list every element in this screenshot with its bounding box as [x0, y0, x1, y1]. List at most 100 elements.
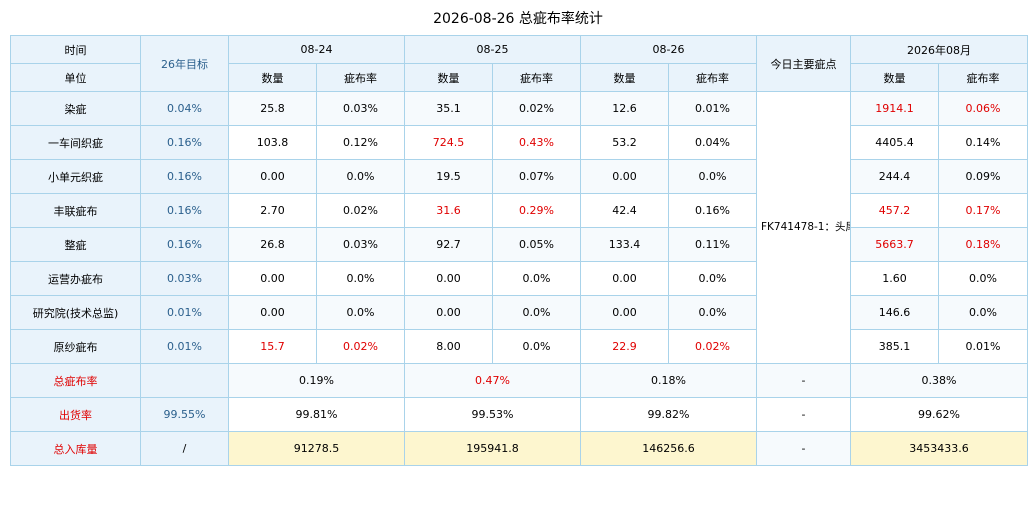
- qty-header: 数量: [404, 63, 493, 92]
- rate-cell: 0.0%: [492, 295, 581, 330]
- row-target: 99.55%: [140, 397, 229, 432]
- qty-cell: 8.00: [404, 329, 493, 364]
- rate-cell: 0.02%: [316, 329, 405, 364]
- rate-cell: 0.0%: [668, 159, 757, 194]
- qty-header: 数量: [580, 63, 669, 92]
- date-header-1: 08-25: [404, 35, 581, 64]
- rate-header: 疵布率: [938, 63, 1028, 92]
- rate-cell: 0.03%: [316, 91, 405, 126]
- target-header: 26年目标: [140, 35, 229, 92]
- table-row: 丰联疵布 0.16% 2.70 0.02% 31.6 0.29% 42.4 0.16% 457.…: [10, 193, 1028, 228]
- qty-cell: 15.7: [228, 329, 317, 364]
- rate-cell: 0.03%: [316, 227, 405, 262]
- rate-cell: 0.0%: [668, 295, 757, 330]
- rate-cell: 0.43%: [492, 125, 581, 160]
- month-rate-cell: 0.06%: [938, 91, 1028, 126]
- total-month: 99.62%: [850, 397, 1028, 432]
- qty-cell: 92.7: [404, 227, 493, 262]
- qty-cell: 53.2: [580, 125, 669, 160]
- qty-cell: 133.4: [580, 227, 669, 262]
- month-header: 2026年08月: [850, 35, 1028, 64]
- rate-cell: 0.11%: [668, 227, 757, 262]
- row-unit-label: 染疵: [10, 91, 141, 126]
- month-rate-cell: 0.09%: [938, 159, 1028, 194]
- rate-cell: 0.0%: [668, 261, 757, 296]
- report-title: 2026-08-26 总疵布率统计: [433, 11, 603, 27]
- header-row-1: 时间 26年目标 08-24 08-25 08-26 今日主要疵点 2026年0…: [10, 35, 1028, 92]
- qty-cell: 12.6: [580, 91, 669, 126]
- rate-cell: 0.04%: [668, 125, 757, 160]
- qty-cell: 42.4: [580, 193, 669, 228]
- stock-value: 91278.5: [228, 431, 405, 466]
- unit-header: 单位: [10, 63, 141, 92]
- month-qty-cell: 1.60: [850, 261, 939, 296]
- rate-header: 疵布率: [492, 63, 581, 92]
- rate-header: 疵布率: [316, 63, 405, 92]
- row-target: 0.16%: [140, 125, 229, 160]
- qty-cell: 0.00: [580, 261, 669, 296]
- shipping-rate-row: 出货率 99.55% 99.81% 99.53% 99.82% - 99.62%: [10, 397, 1028, 432]
- row-target: 0.16%: [140, 159, 229, 194]
- stock-in-row: 总入库量 / 91278.5 195941.8 146256.6 - 34534…: [10, 431, 1028, 466]
- rate-cell: 0.12%: [316, 125, 405, 160]
- date-header-2: 08-26: [580, 35, 757, 64]
- qty-cell: 26.8: [228, 227, 317, 262]
- rate-cell: 0.0%: [316, 295, 405, 330]
- qty-cell: 0.00: [228, 159, 317, 194]
- row-label: 总疵布率: [10, 363, 141, 398]
- month-rate-cell: 0.18%: [938, 227, 1028, 262]
- month-qty-cell: 5663.7: [850, 227, 939, 262]
- qty-cell: 0.00: [580, 295, 669, 330]
- rate-cell: 0.0%: [316, 159, 405, 194]
- month-qty-cell: 457.2: [850, 193, 939, 228]
- total-value: 99.81%: [228, 397, 405, 432]
- header-row-2: 单位 数量 疵布率 数量 疵布率 数量 疵布率 数量 疵布率: [10, 63, 1028, 92]
- table-row: 整疵 0.16% 26.8 0.03% 92.7 0.05% 133.4 0.11% 5663.…: [10, 227, 1028, 262]
- rate-cell: 0.0%: [492, 329, 581, 364]
- month-qty-cell: 244.4: [850, 159, 939, 194]
- qty-cell: 724.5: [404, 125, 493, 160]
- rate-cell: 0.16%: [668, 193, 757, 228]
- row-target: 0.16%: [140, 227, 229, 262]
- total-value: 0.19%: [228, 363, 405, 398]
- rate-cell: 0.01%: [668, 91, 757, 126]
- main-defect-note: FK741478-1：头尾色差53.0: [756, 91, 851, 364]
- qty-header: 数量: [850, 63, 939, 92]
- row-unit-label: 研究院(技术总监): [10, 295, 141, 330]
- row-target: 0.16%: [140, 193, 229, 228]
- qty-cell: 2.70: [228, 193, 317, 228]
- total-note: -: [756, 431, 851, 466]
- table-row: 小单元织疵 0.16% 0.00 0.0% 19.5 0.07% 0.00 0.0% 244.4…: [10, 159, 1028, 194]
- month-qty-cell: 4405.4: [850, 125, 939, 160]
- row-target: 0.01%: [140, 295, 229, 330]
- row-target: [140, 363, 229, 398]
- stock-value: 195941.8: [404, 431, 581, 466]
- rate-cell: 0.02%: [316, 193, 405, 228]
- rate-cell: 0.29%: [492, 193, 581, 228]
- row-unit-label: 原纱疵布: [10, 329, 141, 364]
- total-defect-rate-row: 总疵布率 0.19% 0.47% 0.18% - 0.38%: [10, 363, 1028, 398]
- time-header: 时间: [10, 35, 141, 64]
- stock-month: 3453433.6: [850, 431, 1028, 466]
- month-qty-cell: 385.1: [850, 329, 939, 364]
- month-rate-cell: 0.0%: [938, 295, 1028, 330]
- stock-value: 146256.6: [580, 431, 757, 466]
- total-month: 0.38%: [850, 363, 1028, 398]
- month-qty-cell: 1914.1: [850, 91, 939, 126]
- rate-header: 疵布率: [668, 63, 757, 92]
- qty-cell: 0.00: [404, 295, 493, 330]
- row-unit-label: 整疵: [10, 227, 141, 262]
- row-label: 总入库量: [10, 431, 141, 466]
- table-row: 染疵 0.04% 25.8 0.03% 35.1 0.02% 12.6 0.01% FK7414…: [10, 91, 1028, 364]
- rate-cell: 0.02%: [668, 329, 757, 364]
- total-note: -: [756, 397, 851, 432]
- row-unit-label: 一车间织疵: [10, 125, 141, 160]
- row-target: 0.01%: [140, 329, 229, 364]
- main-defect-header: 今日主要疵点: [756, 35, 851, 92]
- table-row: 一车间织疵 0.16% 103.8 0.12% 724.5 0.43% 53.2 0.04% 4…: [10, 125, 1028, 160]
- rate-cell: 0.02%: [492, 91, 581, 126]
- month-qty-cell: 146.6: [850, 295, 939, 330]
- qty-header: 数量: [228, 63, 317, 92]
- qty-cell: 0.00: [228, 295, 317, 330]
- table-row: 研究院(技术总监) 0.01% 0.00 0.0% 0.00 0.0% 0.00 0.0% 14…: [10, 295, 1028, 330]
